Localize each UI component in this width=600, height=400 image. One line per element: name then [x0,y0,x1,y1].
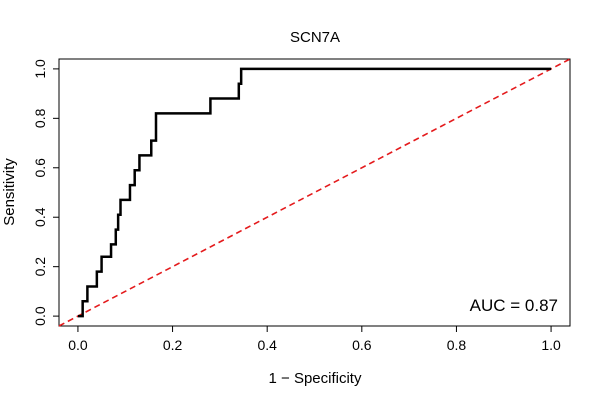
y-axis: 0.0 0.2 0.4 0.6 0.8 1.0 [32,59,59,326]
plot-frame [58,58,571,327]
x-axis: 0.0 0.2 0.4 0.6 0.8 1.0 [68,326,561,353]
y-tick-label: 0.0 [32,306,48,326]
x-tick-label: 0.0 [68,337,88,353]
y-tick-label: 0.6 [32,158,48,178]
x-axis-title: 1 − Specificity [269,370,362,387]
y-axis-title: Sensitivity [1,158,18,226]
y-tick-label: 0.4 [32,207,48,227]
x-tick-label: 0.4 [257,337,277,353]
roc-curve-line [77,67,552,318]
x-tick-label: 0.6 [352,337,372,353]
reference-diagonal-line [58,58,571,327]
x-tick-label: 0.8 [447,337,467,353]
chart-title: SCN7A [290,29,340,46]
series-layer [58,58,571,327]
auc-annotation: AUC = 0.87 [470,296,558,315]
x-tick-label: 1.0 [541,337,561,353]
y-tick-label: 1.0 [32,59,48,79]
y-tick-label: 0.8 [32,108,48,128]
y-tick-label: 0.2 [32,257,48,277]
x-tick-label: 0.2 [163,337,183,353]
